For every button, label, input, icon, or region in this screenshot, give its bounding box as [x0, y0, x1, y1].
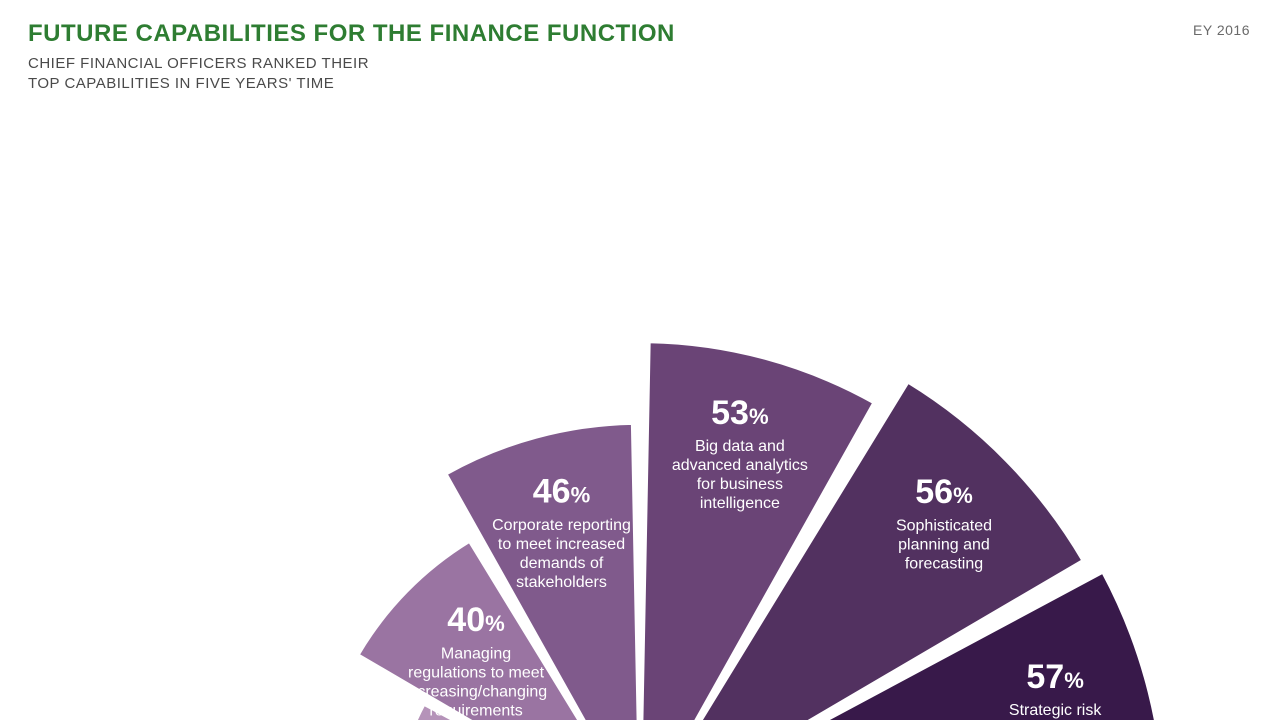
segment-label-line: demands of	[520, 555, 604, 572]
segment-label-line: requirements	[429, 702, 522, 719]
segment-label-line: Corporate reporting	[492, 517, 631, 534]
segment-label-line: advanced analytics	[672, 457, 808, 474]
segment-label-line: Managing	[441, 645, 511, 662]
chart-header: FUTURE CAPABILITIES FOR THE FINANCE FUNC…	[28, 20, 1252, 95]
polar-area-chart: 33%Investorrelations40%Managingregulatio…	[0, 100, 1280, 720]
chart-subtitle: CHIEF FINANCIAL OFFICERS RANKED THEIR TO…	[28, 54, 1252, 95]
segment-label-line: intelligence	[700, 495, 780, 512]
chart-svg: 33%Investorrelations40%Managingregulatio…	[0, 100, 1280, 720]
segment-label-line: regulations to meet	[408, 664, 545, 681]
segment-label-line: increasing/changing	[405, 683, 547, 700]
chart-source: EY 2016	[1193, 22, 1250, 38]
segment-label-line: Sophisticated	[896, 518, 992, 535]
segment-label-line: to meet increased	[498, 536, 625, 553]
segment-label-line: planning and	[898, 537, 990, 554]
segment-label-line: stakeholders	[516, 574, 607, 591]
segment-label-line: forecasting	[905, 556, 983, 573]
segment-label-line: for business	[697, 476, 783, 493]
chart-title: FUTURE CAPABILITIES FOR THE FINANCE FUNC…	[28, 20, 1252, 48]
segment-label-line: Strategic risk	[1009, 702, 1102, 719]
segment-label-line: Big data and	[695, 438, 785, 455]
